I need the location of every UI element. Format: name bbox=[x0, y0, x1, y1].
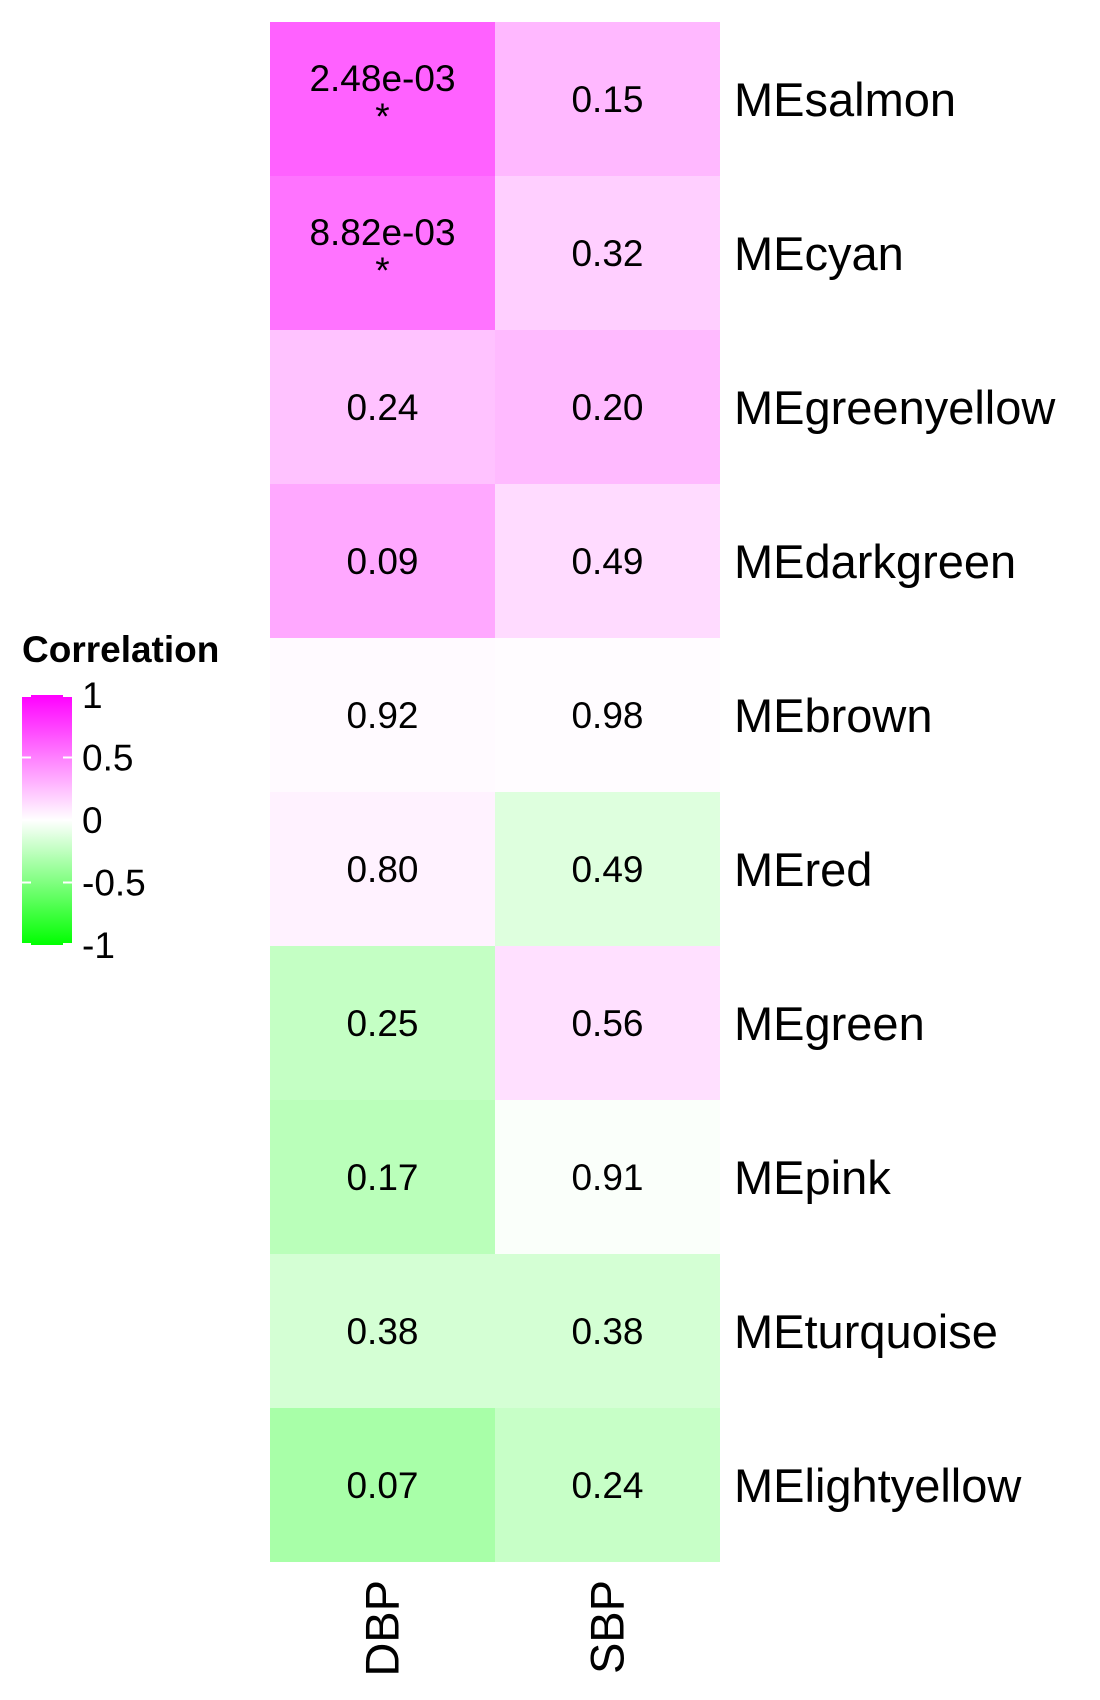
cell-value-label: 0.24 bbox=[571, 1465, 643, 1506]
legend-tick-label: 0.5 bbox=[82, 738, 133, 779]
row-labels: MEsalmon MEcyan MEgreenyellow MEdarkgreen ME… bbox=[734, 73, 1056, 1512]
heatmap-cell-labels: 2.48e-03* 0.158.82e-03* 0.320.24 0.200.09 0.… bbox=[309, 58, 643, 1506]
cell-value-label: 0.20 bbox=[571, 387, 643, 428]
cell-value-label: 0.56 bbox=[571, 1003, 643, 1044]
cell-value-label: 0.80 bbox=[346, 849, 418, 890]
cell-value-label: 0.92 bbox=[346, 695, 418, 736]
row-label: MEturquoise bbox=[734, 1305, 998, 1358]
cell-significance-star: * bbox=[375, 96, 389, 137]
cell-value-label: 0.24 bbox=[346, 387, 418, 428]
legend-title: Correlation bbox=[22, 629, 219, 670]
row-label: MEred bbox=[734, 843, 872, 896]
heatmap-cell-MEgreenyellow-SBP bbox=[495, 330, 720, 484]
legend-tick-label: 0 bbox=[82, 800, 103, 841]
row-label: MEcyan bbox=[734, 227, 904, 280]
column-label: SBP bbox=[581, 1580, 634, 1674]
cell-value-label: 0.09 bbox=[346, 541, 418, 582]
cell-value-label: 0.15 bbox=[571, 79, 643, 120]
cell-value-label: 0.49 bbox=[571, 849, 643, 890]
heatmap-cell-MEgreen-SBP bbox=[495, 946, 720, 1100]
heatmap-cell-MEred-DBP bbox=[270, 792, 495, 946]
legend-tick-label: 1 bbox=[82, 675, 103, 716]
heatmap-cell-MEsalmon-SBP bbox=[495, 22, 720, 176]
cell-value-label: 0.32 bbox=[571, 233, 643, 274]
heatmap-cell-MEgreen-DBP bbox=[270, 946, 495, 1100]
heatmap-cells bbox=[270, 22, 720, 1562]
cell-value-label: 2.48e-03 bbox=[309, 58, 455, 99]
heatmap-cell-MEbrown-SBP bbox=[495, 638, 720, 792]
cell-value-label: 0.91 bbox=[571, 1157, 643, 1198]
cell-value-label: 0.25 bbox=[346, 1003, 418, 1044]
heatmap-cell-MElightyellow-SBP bbox=[495, 1408, 720, 1562]
row-label: MElightyellow bbox=[734, 1459, 1022, 1512]
legend-tick-label: -0.5 bbox=[82, 863, 146, 904]
cell-value-label: 0.49 bbox=[571, 541, 643, 582]
heatmap-cell-MEred-SBP bbox=[495, 792, 720, 946]
row-label: MEdarkgreen bbox=[734, 535, 1016, 588]
heatmap-cell-MElightyellow-DBP bbox=[270, 1408, 495, 1562]
column-labels: DBP SBP bbox=[356, 1580, 634, 1677]
legend: Correlation 1 0.5 0 -0.5 -1 bbox=[22, 629, 219, 966]
heatmap-cell-MEpink-SBP bbox=[495, 1100, 720, 1254]
cell-value-label: 0.17 bbox=[346, 1157, 418, 1198]
row-label: MEgreenyellow bbox=[734, 381, 1056, 434]
cell-value-label: 0.38 bbox=[346, 1311, 418, 1352]
heatmap-cell-MEgreenyellow-DBP bbox=[270, 330, 495, 484]
heatmap-cell-MEturquoise-DBP bbox=[270, 1254, 495, 1408]
cell-value-label: 8.82e-03 bbox=[309, 212, 455, 253]
heatmap-cell-MEsalmon-DBP bbox=[270, 22, 495, 176]
heatmap-cell-MEcyan-SBP bbox=[495, 176, 720, 330]
heatmap-cell-MEcyan-DBP bbox=[270, 176, 495, 330]
cell-value-label: 0.98 bbox=[571, 695, 643, 736]
cell-value-label: 0.38 bbox=[571, 1311, 643, 1352]
row-label: MEbrown bbox=[734, 689, 933, 742]
heatmap-cell-MEbrown-DBP bbox=[270, 638, 495, 792]
heatmap-cell-MEdarkgreen-DBP bbox=[270, 484, 495, 638]
column-label: DBP bbox=[356, 1580, 409, 1677]
row-label: MEpink bbox=[734, 1151, 891, 1204]
cell-significance-star: * bbox=[375, 250, 389, 291]
heatmap-cell-MEturquoise-SBP bbox=[495, 1254, 720, 1408]
cell-value-label: 0.07 bbox=[346, 1465, 418, 1506]
legend-tick-label: -1 bbox=[82, 925, 115, 966]
row-label: MEsalmon bbox=[734, 73, 956, 126]
heatmap-cell-MEdarkgreen-SBP bbox=[495, 484, 720, 638]
row-label: MEgreen bbox=[734, 997, 925, 1050]
heatmap-cell-MEpink-DBP bbox=[270, 1100, 495, 1254]
